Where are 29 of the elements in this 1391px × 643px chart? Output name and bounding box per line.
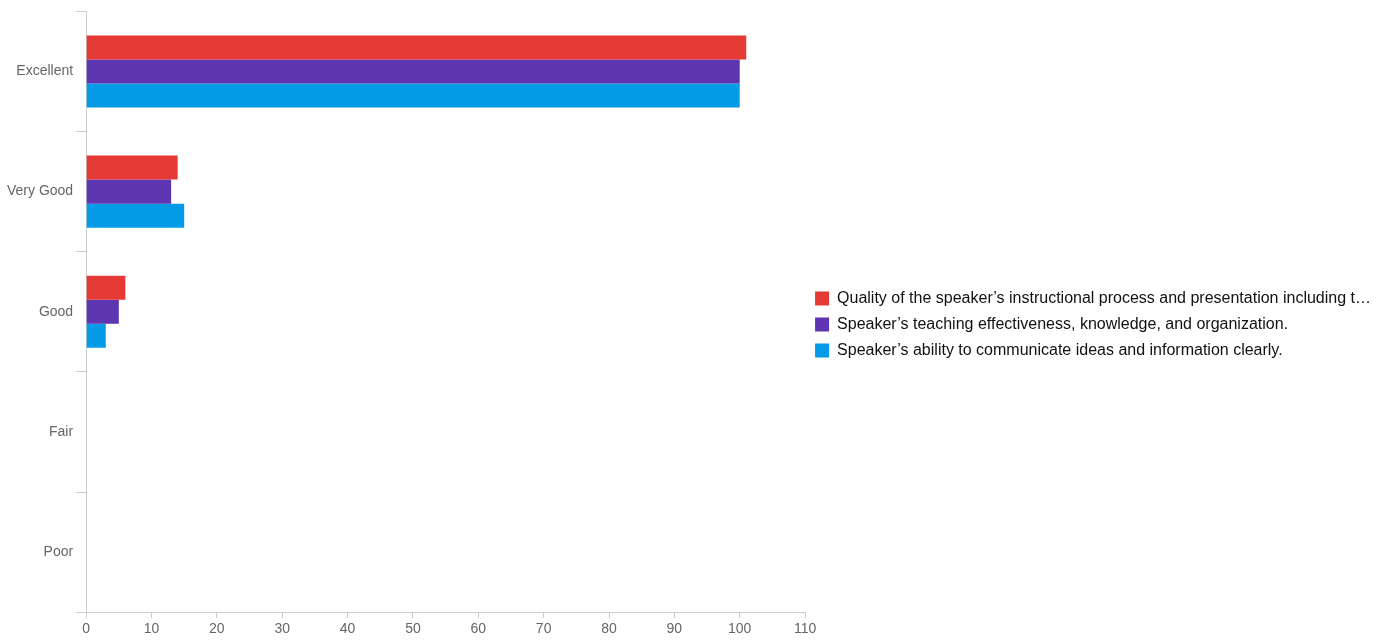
x-tick-label: 110 [793,620,817,637]
bar [86,203,185,228]
y-tick-label: Fair [49,422,74,439]
x-tick-label: 80 [601,620,617,637]
x-tick-label: 30 [274,620,291,637]
x-tick-label: 40 [339,620,356,637]
y-tick-label: Good [38,302,74,319]
y-tick-label: Very Good [7,182,74,199]
legend-label: Speaker’s teaching effectiveness, knowledge, and organization. [837,314,1289,332]
bar [86,179,172,204]
legend-label: Speaker’s ability to communicate ideas and information clearly. [837,340,1283,358]
bar [86,83,740,108]
x-tick-label: 20 [209,620,225,637]
bar [86,35,747,60]
x-tick-label: 10 [143,620,160,637]
x-tick-label: 50 [405,620,421,637]
x-tick-label: 60 [470,620,487,637]
bar [86,155,178,180]
bar [86,299,119,324]
x-tick-label: 0 [82,620,91,637]
x-tick-label: 100 [728,620,752,637]
x-tick-label: 70 [535,620,552,637]
x-tick-label: 90 [666,620,683,637]
legend-label: Quality of the speaker’s instructional process and presentation including t… [837,288,1372,306]
y-tick-label: Poor [43,542,74,559]
y-tick-label: Excellent [16,62,74,79]
bar [86,275,126,300]
bar [86,59,740,84]
bar [86,323,106,348]
